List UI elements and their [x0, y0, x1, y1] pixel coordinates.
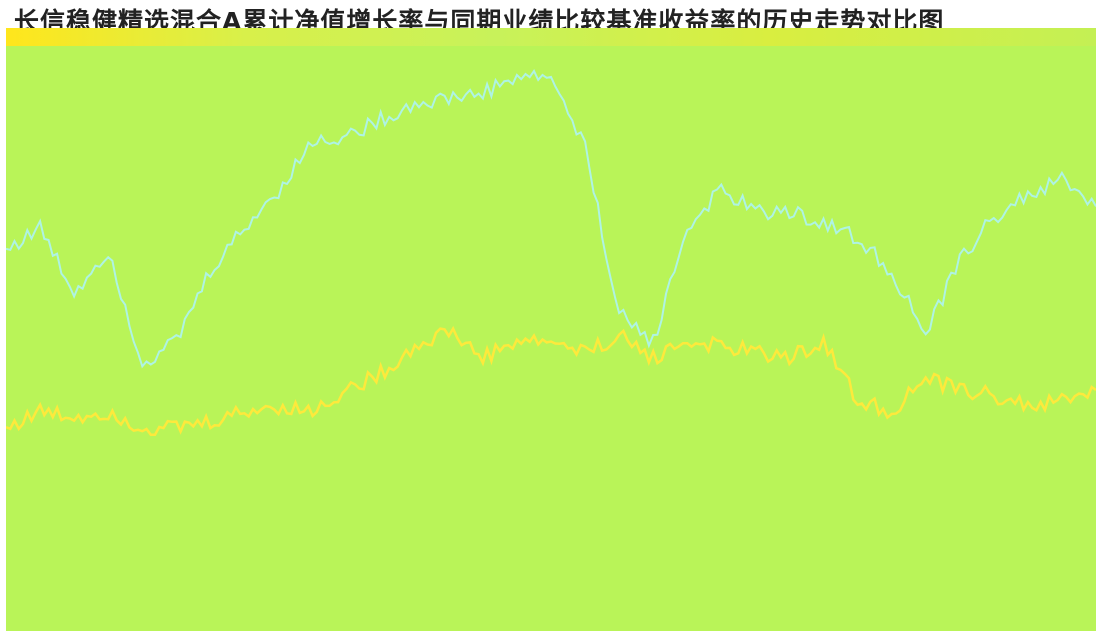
plot-background [6, 46, 1096, 631]
fund-series-line [6, 69, 1096, 369]
line-chart [6, 46, 1096, 631]
benchmark-series-line [6, 325, 1096, 436]
